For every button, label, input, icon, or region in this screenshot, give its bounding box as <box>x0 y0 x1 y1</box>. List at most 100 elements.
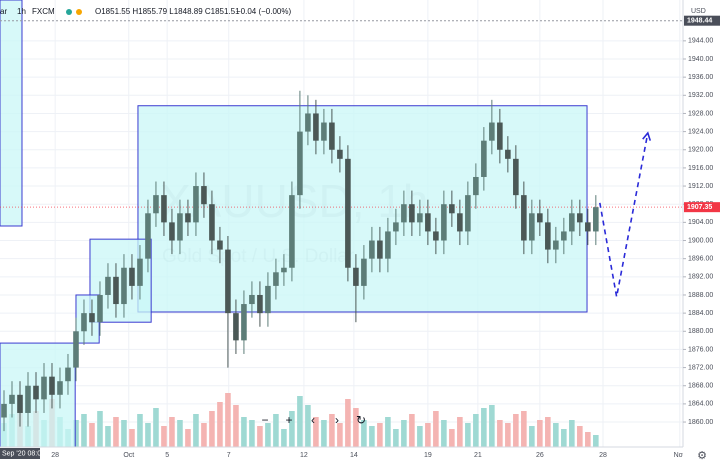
y-tick-label: 1888.00 <box>688 292 713 299</box>
candle-body <box>49 376 55 395</box>
y-tick-label: 1880.00 <box>688 328 713 335</box>
candle-body <box>569 213 575 232</box>
x-tick-label: 7 <box>227 452 231 459</box>
volume-bar <box>289 411 295 447</box>
volume-bar <box>337 423 343 447</box>
toolbar-button[interactable]: ‹ <box>311 413 315 427</box>
toolbar-button[interactable]: › <box>335 413 339 427</box>
high-label: 1948.44 <box>687 18 712 25</box>
candle-body <box>489 122 495 141</box>
toolbar-button[interactable]: + <box>285 413 292 427</box>
volume-bar <box>185 429 191 447</box>
y-tick-label: 1868.00 <box>688 383 713 390</box>
x-tick-label: 28 <box>51 452 59 459</box>
candle-body <box>33 385 39 400</box>
y-tick-label: 1864.00 <box>688 401 713 408</box>
status-dot <box>76 9 82 15</box>
last-price-label: 1907.35 <box>687 204 712 211</box>
volume-bar <box>569 420 575 447</box>
candle-body <box>297 131 303 196</box>
volume-bar <box>489 405 495 447</box>
y-tick-label: 1904.00 <box>688 219 713 226</box>
candle-body <box>433 231 439 241</box>
toolbar-button[interactable]: − <box>261 413 268 427</box>
toolbar-icon[interactable]: ‹ <box>311 413 315 427</box>
candle-body <box>545 222 551 250</box>
candle-body <box>25 385 31 413</box>
status-dot <box>66 9 72 15</box>
volume-bar <box>73 420 79 447</box>
candle-body <box>321 122 327 141</box>
volume-bar <box>513 414 519 447</box>
volume-bar <box>305 405 311 447</box>
candle-body <box>497 122 503 150</box>
candle-body <box>441 204 447 241</box>
volume-bar <box>105 426 111 447</box>
volume-bar <box>217 402 223 447</box>
y-tick-label: 1876.00 <box>688 346 713 353</box>
settings-corner <box>683 447 720 465</box>
volume-bar <box>345 399 351 447</box>
candle-body <box>505 149 511 159</box>
candle-body <box>185 213 191 223</box>
y-tick-label: 1932.00 <box>688 92 713 99</box>
candle-body <box>17 394 23 413</box>
y-tick-label: 1924.00 <box>688 128 713 135</box>
x-tick-label: 5 <box>165 452 169 459</box>
x-tick-label: 26 <box>536 452 544 459</box>
y-tick-label: 1900.00 <box>688 237 713 244</box>
candle-body <box>289 195 295 268</box>
toolbar-button[interactable]: ↻ <box>356 413 366 427</box>
candle-body <box>481 140 487 177</box>
candle-body <box>233 313 239 341</box>
candle-body <box>1 403 7 418</box>
candle-body <box>385 231 391 259</box>
candle-body <box>529 213 535 241</box>
volume-bar <box>193 414 199 447</box>
volume-bar <box>577 426 583 447</box>
candle-body <box>457 213 463 232</box>
candle-body <box>409 204 415 223</box>
toolbar-icon[interactable]: ↻ <box>356 413 366 427</box>
candle-body <box>169 222 175 241</box>
volume-bar <box>241 417 247 447</box>
candle-body <box>305 113 311 132</box>
header-symbol: ar <box>0 7 7 16</box>
x-tick-label: 28 <box>599 452 607 459</box>
y-tick-label: 1884.00 <box>688 310 713 317</box>
candle-body <box>65 367 71 382</box>
candle-body <box>105 276 111 295</box>
x-tick-label: 19 <box>424 452 432 459</box>
toolbar-icon[interactable]: › <box>335 413 339 427</box>
volume-bar <box>361 420 367 447</box>
volume-bar <box>473 414 479 447</box>
candle-body <box>225 249 231 314</box>
candle-body <box>513 158 519 196</box>
y-tick-label: 1892.00 <box>688 274 713 281</box>
volume-bar <box>145 423 151 447</box>
forecast-line <box>599 132 649 297</box>
toolbar-icon[interactable]: + <box>285 413 292 427</box>
candle-body <box>449 204 455 214</box>
candle-body <box>241 304 247 341</box>
candle-body <box>369 240 375 259</box>
x-tick-label: 14 <box>350 452 358 459</box>
candle-body <box>417 213 423 223</box>
candle-body <box>593 207 599 232</box>
x-tick-label: 21 <box>474 452 482 459</box>
currency: USD <box>691 8 706 15</box>
volume-bar <box>129 429 135 447</box>
high-label-bg <box>684 15 720 26</box>
candle-body <box>553 240 559 250</box>
candle-body <box>161 195 167 223</box>
candle-body <box>249 294 255 305</box>
toolbar-icon[interactable]: − <box>261 413 268 427</box>
volume-bar <box>265 423 271 447</box>
volume-bar <box>201 423 207 447</box>
y-tick-label: 1928.00 <box>688 110 713 117</box>
candle-body <box>193 186 199 223</box>
candle-body <box>73 331 79 368</box>
candle-body <box>473 176 479 196</box>
candle-body <box>217 240 223 250</box>
